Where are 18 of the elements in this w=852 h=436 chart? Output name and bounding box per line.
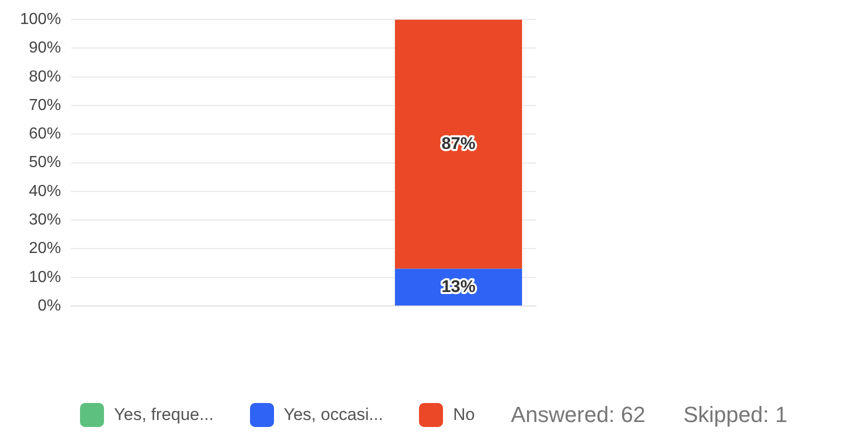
legend-label: Yes, occasi... — [284, 405, 384, 425]
y-tick-label: 0% — [38, 297, 61, 314]
y-tick-label: 20% — [28, 240, 61, 258]
y-tick-label: 10% — [28, 268, 61, 286]
data-label: 87% — [441, 134, 476, 153]
y-tick-label: 70% — [28, 96, 61, 114]
y-tick-label: 50% — [28, 154, 61, 172]
text: Skipped: 1 — [683, 402, 788, 428]
legend-label: Yes, freque... — [114, 405, 214, 425]
y-tick-label: 80% — [28, 68, 61, 86]
y-tick-label: 90% — [28, 40, 61, 57]
legend-label: No — [453, 405, 475, 425]
y-tick-label: 100% — [20, 11, 61, 28]
y-tick-label: 30% — [28, 211, 61, 228]
text: Answered: 62 — [510, 402, 646, 428]
y-tick-label: 60% — [28, 126, 61, 143]
y-tick-label: 40% — [28, 182, 61, 200]
data-label: 13% — [441, 276, 476, 296]
